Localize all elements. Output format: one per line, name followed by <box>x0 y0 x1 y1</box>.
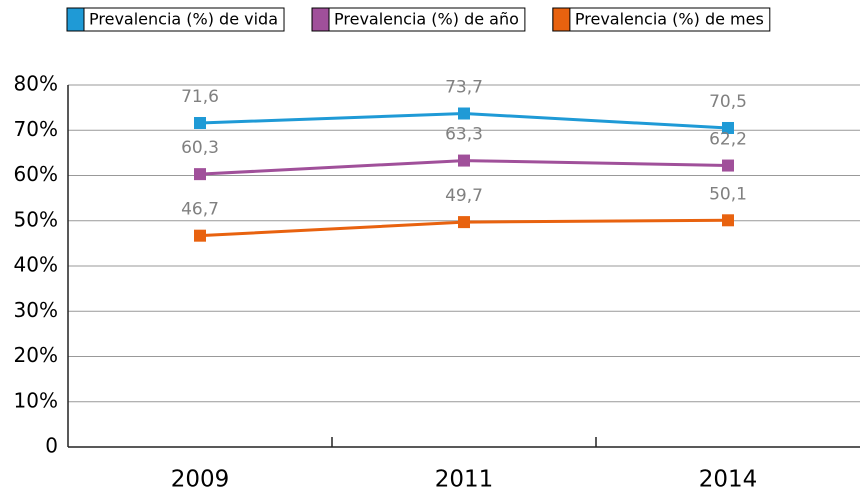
y-tick-label: 30% <box>14 298 58 322</box>
legend-swatch <box>552 7 571 32</box>
legend-swatch <box>66 7 85 32</box>
legend-label: Prevalencia (%) de año <box>334 10 519 29</box>
legend-label: Prevalencia (%) de vida <box>89 10 278 29</box>
data-label: 70,5 <box>709 92 747 112</box>
y-tick-label: 80% <box>14 72 58 96</box>
y-tick-label: 60% <box>14 162 58 186</box>
y-tick-label: 40% <box>14 253 58 277</box>
point-marker <box>194 117 206 130</box>
point-marker <box>194 168 206 181</box>
y-tick-label: 10% <box>14 388 58 412</box>
y-tick-label: 0 <box>45 434 58 458</box>
legend-swatch <box>311 7 330 32</box>
legend-item: Prevalencia (%) de año <box>311 7 526 32</box>
point-marker <box>194 229 206 242</box>
point-marker <box>722 214 734 227</box>
y-tick-label: 70% <box>14 117 58 141</box>
data-label: 73,7 <box>445 78 483 98</box>
y-tick-label: 20% <box>14 343 58 367</box>
point-marker <box>722 121 734 134</box>
data-label: 62,2 <box>709 130 747 150</box>
point-marker <box>458 154 470 167</box>
x-tick-label: 2009 <box>171 467 230 492</box>
x-tick-label: 2011 <box>435 467 494 492</box>
legend-item: Prevalencia (%) de mes <box>552 7 771 32</box>
data-label: 63,3 <box>445 125 483 145</box>
legend-label: Prevalencia (%) de mes <box>575 10 764 29</box>
legend-item: Prevalencia (%) de vida <box>66 7 285 32</box>
data-label: 71,6 <box>181 87 219 107</box>
point-marker <box>722 159 734 172</box>
data-label: 46,7 <box>181 200 219 220</box>
data-label: 49,7 <box>445 186 483 206</box>
x-tick-label: 2014 <box>699 467 758 492</box>
y-tick-label: 50% <box>14 207 58 231</box>
data-label: 50,1 <box>709 184 747 204</box>
point-marker <box>458 107 470 120</box>
point-marker <box>458 216 470 229</box>
data-label: 60,3 <box>181 138 219 158</box>
